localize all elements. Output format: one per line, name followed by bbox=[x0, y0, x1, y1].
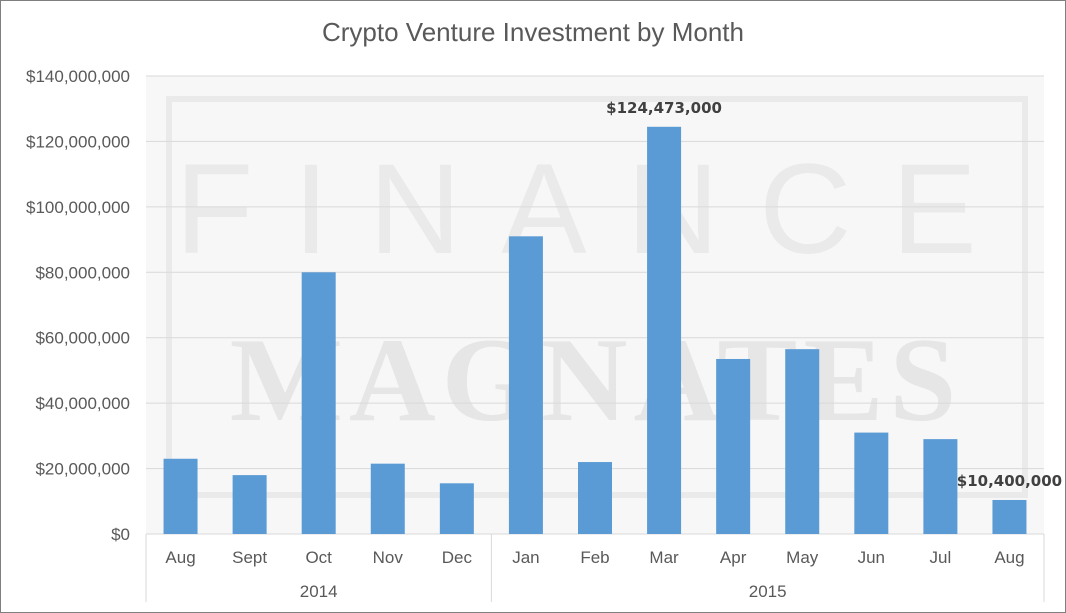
bar-8 bbox=[716, 358, 751, 534]
group-label: 2015 bbox=[749, 582, 787, 601]
x-tick-label: Apr bbox=[720, 548, 747, 567]
bar-1 bbox=[232, 475, 267, 534]
x-tick-label: May bbox=[786, 548, 819, 567]
bar-3 bbox=[370, 463, 405, 534]
x-tick-label: Nov bbox=[373, 548, 404, 567]
x-tick-label: Aug bbox=[165, 548, 195, 567]
x-tick-label: Oct bbox=[305, 548, 332, 567]
bar-7 bbox=[647, 126, 682, 534]
bar-10 bbox=[854, 432, 889, 534]
bar-4 bbox=[439, 483, 474, 534]
bar-0 bbox=[163, 458, 198, 534]
y-tick-label: $20,000,000 bbox=[35, 460, 130, 479]
x-tick-label: Aug bbox=[994, 548, 1024, 567]
y-tick-label: $80,000,000 bbox=[35, 263, 130, 282]
x-tick-label: Jun bbox=[858, 548, 885, 567]
y-tick-label: $100,000,000 bbox=[26, 198, 130, 217]
y-tick-label: $140,000,000 bbox=[26, 67, 130, 86]
x-tick-label: Mar bbox=[649, 548, 679, 567]
bar-5 bbox=[508, 236, 543, 535]
data-label: $10,400,000 bbox=[957, 472, 1062, 490]
bar-2 bbox=[301, 272, 336, 534]
x-tick-label: Jul bbox=[930, 548, 952, 567]
x-tick-label: Feb bbox=[580, 548, 609, 567]
y-tick-label: $0 bbox=[111, 525, 130, 544]
group-label: 2014 bbox=[300, 582, 338, 601]
bar-9 bbox=[785, 349, 820, 534]
bar-12 bbox=[992, 499, 1027, 534]
y-tick-label: $40,000,000 bbox=[35, 394, 130, 413]
y-tick-label: $60,000,000 bbox=[35, 329, 130, 348]
x-tick-label: Dec bbox=[442, 548, 473, 567]
bar-6 bbox=[578, 462, 612, 534]
bar-11 bbox=[923, 439, 958, 534]
y-tick-label: $120,000,000 bbox=[26, 132, 130, 151]
data-label: $124,473,000 bbox=[606, 99, 722, 117]
x-tick-label: Sept bbox=[232, 548, 267, 567]
x-tick-label: Jan bbox=[512, 548, 539, 567]
chart-title: Crypto Venture Investment by Month bbox=[322, 17, 744, 47]
